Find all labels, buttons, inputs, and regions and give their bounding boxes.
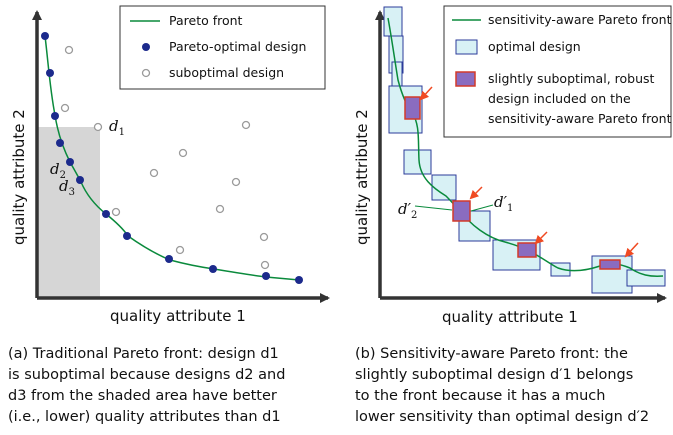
design-box xyxy=(403,149,432,175)
suboptimal-point xyxy=(111,207,121,217)
design-box xyxy=(626,269,666,287)
caption-b-line: slightly suboptimal design d′1 belongs xyxy=(355,367,634,383)
panel-a-y-label: quality attribute 2 xyxy=(10,109,28,245)
design-box xyxy=(383,6,403,37)
legend-suboptimal-label: suboptimal design xyxy=(169,65,284,80)
panel-a-x-label: quality attribute 1 xyxy=(110,307,246,325)
panel-b-x-label: quality attribute 1 xyxy=(442,308,578,326)
legend-robust-label-2: design included on the xyxy=(488,91,631,106)
optimal-point-d3 xyxy=(76,176,84,184)
caption-a-line: d3 from the shaded area have better xyxy=(8,388,277,404)
robust-arrow xyxy=(624,242,639,258)
optimal-point xyxy=(102,210,110,218)
optimal-point xyxy=(56,139,64,147)
panel-a: d1 d2 d3 Pareto front Pareto-optimal des… xyxy=(10,5,330,325)
optimal-point-d2 xyxy=(66,158,74,166)
label-d1: d1 xyxy=(109,117,125,138)
suboptimal-point xyxy=(64,45,74,55)
robust-box xyxy=(404,96,421,120)
suboptimal-point xyxy=(231,177,241,187)
legend-optimal-swatch xyxy=(455,39,478,55)
legend-optimal-label: Pareto-optimal design xyxy=(169,39,306,54)
robust-arrow xyxy=(469,186,483,200)
caption-b-line: to the front because it has a much xyxy=(355,388,606,404)
panel-b-caption: (b) Sensitivity-aware Pareto front: the … xyxy=(355,344,649,428)
robust-arrow xyxy=(534,231,548,245)
d1-prime-leader xyxy=(470,204,494,212)
label-d3: d3 xyxy=(59,177,75,198)
suboptimal-point xyxy=(260,260,270,270)
label-d2: d2 xyxy=(50,160,66,181)
legend-front-label: Pareto front xyxy=(169,13,243,28)
optimal-point xyxy=(295,276,303,284)
legend-front-label: sensitivity-aware Pareto front xyxy=(488,12,672,27)
robust-box-d1-prime xyxy=(452,200,471,222)
legend-optimal-label: optimal design xyxy=(488,39,581,54)
optimal-point xyxy=(123,232,131,240)
optimal-point xyxy=(51,112,59,120)
robust-box xyxy=(599,259,621,270)
suboptimal-point xyxy=(259,232,269,242)
legend-optimal-swatch xyxy=(142,43,150,51)
optimal-point xyxy=(209,265,217,273)
pareto-optimal-points xyxy=(41,32,303,284)
d2-prime-leader xyxy=(414,205,453,211)
legend-robust-label-3: sensitivity-aware Pareto front xyxy=(488,111,672,126)
suboptimal-point xyxy=(60,103,70,113)
robust-design-boxes xyxy=(404,96,621,270)
legend-robust-swatch xyxy=(455,71,476,87)
panel-b-y-label: quality attribute 2 xyxy=(353,109,371,245)
caption-b-line: (b) Sensitivity-aware Pareto front: the xyxy=(355,346,628,362)
panel-a-caption: (a) Traditional Pareto front: design d1 … xyxy=(8,344,285,428)
suboptimal-point xyxy=(178,148,188,158)
optimal-point xyxy=(46,69,54,77)
panel-a-legend: Pareto front Pareto-optimal design subop… xyxy=(119,5,326,90)
suboptimal-point-d1 xyxy=(93,122,103,132)
optimal-point xyxy=(262,272,270,280)
panel-b: d′2 d′1 sensitivity-aware Pareto front o… xyxy=(353,5,672,326)
suboptimal-point xyxy=(215,204,225,214)
robust-box xyxy=(517,242,537,258)
robust-arrow xyxy=(419,86,433,101)
pareto-front-curve xyxy=(44,35,300,281)
design-box xyxy=(431,174,457,201)
caption-a-line: (i.e., lower) quality attributes than d1 xyxy=(8,409,281,425)
optimal-point xyxy=(165,255,173,263)
caption-a-line: is suboptimal because designs d2 and xyxy=(8,367,286,383)
shaded-dominance-area xyxy=(37,127,100,298)
figure-canvas: d1 d2 d3 Pareto front Pareto-optimal des… xyxy=(10,5,672,326)
optimal-point xyxy=(41,32,49,40)
caption-a-line: (a) Traditional Pareto front: design d1 xyxy=(8,346,279,362)
suboptimal-point xyxy=(241,120,251,130)
panel-b-legend: sensitivity-aware Pareto front optimal d… xyxy=(443,5,672,138)
suboptimal-point xyxy=(149,168,159,178)
suboptimal-points xyxy=(60,45,270,270)
legend-robust-label-1: slightly suboptimal, robust xyxy=(488,71,655,86)
suboptimal-point xyxy=(175,245,185,255)
caption-b-line: lower sensitivity than optimal design d′… xyxy=(355,409,650,425)
label-d2-prime: d′2 xyxy=(398,200,417,221)
label-d1-prime: d′1 xyxy=(494,193,513,214)
legend-suboptimal-swatch xyxy=(141,68,151,78)
